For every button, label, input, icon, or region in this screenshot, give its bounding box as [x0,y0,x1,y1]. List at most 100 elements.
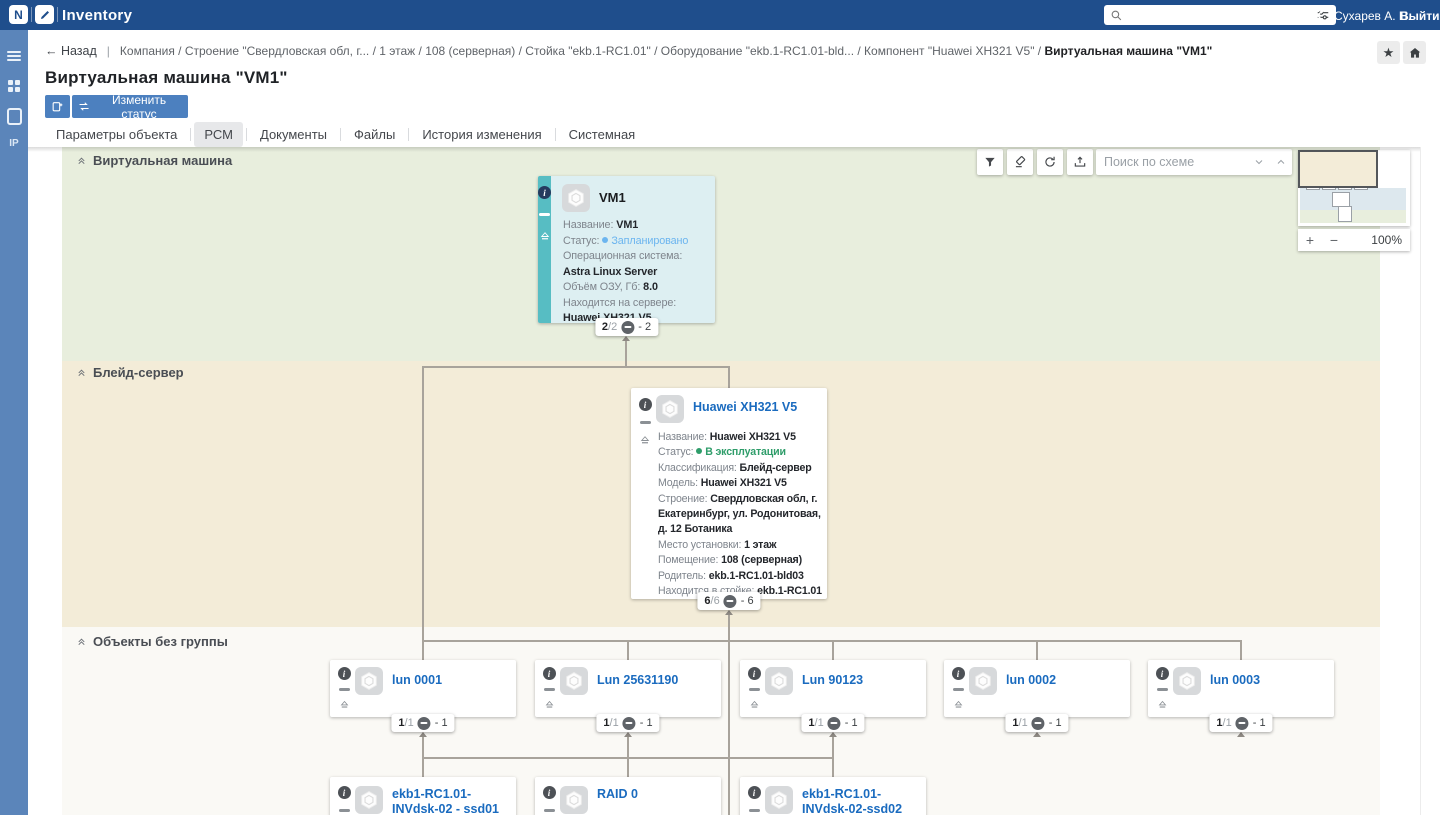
node-card-lun[interactable]: i lun 0001 1/1 - 1 [330,660,516,732]
node-counter-badge[interactable]: 1/1 - 1 [391,714,455,732]
collapse-dash-icon[interactable] [543,688,555,691]
collapse-dash-icon[interactable] [539,213,550,216]
tab-documents[interactable]: Документы [250,122,337,147]
add-copy-button[interactable] [45,95,70,118]
collapse-group-icon[interactable] [76,367,87,378]
node-card-disk[interactable]: i RAID 0 [535,777,721,815]
node-card-lun[interactable]: i lun 0003 1/1 - 1 [1148,660,1334,732]
global-search[interactable] [1104,5,1336,25]
info-icon[interactable]: i [1155,667,1169,680]
info-icon[interactable]: i [638,398,652,411]
zoom-out-button[interactable]: − [1329,232,1339,248]
node-counter-badge[interactable]: 1/1 - 1 [1209,714,1273,732]
node-title[interactable]: Lun 90123 [802,673,864,687]
pencil-logo-icon[interactable] [35,5,54,24]
eject-icon[interactable] [953,699,964,710]
minimap-viewport[interactable] [1298,150,1378,188]
node-counter-badge[interactable]: 1/1 - 1 [596,714,660,732]
zoom-in-button[interactable]: + [1305,232,1315,248]
minimap[interactable] [1298,150,1410,226]
tab-change-history[interactable]: История изменения [412,122,551,147]
breadcrumb-path[interactable]: Компания / Строение "Свердловская обл, г… [119,44,1045,58]
home-button[interactable] [1403,41,1426,64]
search-next-button[interactable] [1248,151,1270,173]
node-title[interactable]: lun 0002 [1006,673,1057,687]
collapse-group-icon[interactable] [76,155,87,166]
eject-icon[interactable] [544,699,555,710]
eject-icon[interactable] [639,434,651,446]
info-icon[interactable]: i [951,667,965,680]
ip-button[interactable]: IP [0,131,28,155]
logout-button[interactable]: Выйти [1394,8,1440,24]
search-prev-button[interactable] [1270,151,1292,173]
collapse-children-icon[interactable] [621,320,635,334]
collapse-children-icon[interactable] [827,716,841,730]
node-title[interactable]: RAID 0 [597,787,638,801]
collapse-children-icon[interactable] [622,716,636,730]
node-card-disk[interactable]: i ekb1-RC1.01-INVdsk-02-ssd02 [740,777,926,815]
node-card-vm1[interactable]: i VM1 Название: VM1 Статус: Запланирован… [538,176,715,336]
node-title[interactable]: Lun 25631190 [597,673,679,687]
node-title[interactable]: ekb1-RC1.01-INVdsk-02 - ssd01 [392,787,499,815]
collapse-dash-icon[interactable] [543,809,555,812]
info-icon[interactable]: i [337,667,351,680]
collapse-children-icon[interactable] [1235,716,1249,730]
node-title[interactable]: VM1 [599,190,626,205]
eject-icon[interactable] [339,699,350,710]
info-icon[interactable]: i [337,786,351,799]
collapse-dash-icon[interactable] [338,809,350,812]
diagram-search-input[interactable] [1096,155,1248,169]
node-card-huawei-server[interactable]: i Huawei XH321 V5 Название: Huawei XH321… [631,388,827,610]
collapse-dash-icon[interactable] [1156,688,1168,691]
rsm-diagram-canvas[interactable]: Виртуальная машина Блейд-сервер Объекты … [28,147,1421,815]
node-counter-badge[interactable]: 6/6 - 6 [697,592,761,610]
tab-rsm[interactable]: РСМ [194,122,243,147]
node-card-lun[interactable]: i lun 0002 1/1 - 1 [944,660,1130,732]
node-title[interactable]: Huawei XH321 V5 [693,400,798,414]
back-link[interactable]: ← Назад [45,44,97,58]
info-icon[interactable]: i [747,786,761,799]
app-logo[interactable]: N [9,5,28,24]
tab-files[interactable]: Файлы [344,122,405,147]
eject-icon[interactable] [749,699,760,710]
favorite-button[interactable]: ★ [1377,41,1400,64]
collapse-dash-icon[interactable] [748,809,760,812]
tab-system[interactable]: Системная [559,122,646,147]
export-button[interactable] [1067,149,1093,175]
collapse-group-icon[interactable] [76,636,87,647]
node-counter-badge[interactable]: 2/2 - 2 [594,318,659,336]
hide-eye-off-button[interactable] [1284,7,1302,23]
node-card-lun[interactable]: i Lun 25631190 1/1 - 1 [535,660,721,732]
collapse-dash-icon[interactable] [639,421,651,424]
eject-icon[interactable] [1157,699,1168,710]
eraser-button[interactable] [1007,149,1033,175]
collapse-children-icon[interactable] [723,594,737,608]
refresh-button[interactable] [1037,149,1063,175]
device-button[interactable] [0,104,28,128]
info-icon[interactable]: i [747,667,761,680]
node-card-disk[interactable]: i ekb1-RC1.01-INVdsk-02 - ssd01 [330,777,516,815]
node-counter-badge[interactable]: 1/1 - 1 [1005,714,1069,732]
eject-icon[interactable] [539,230,551,242]
node-title[interactable]: lun 0001 [392,673,443,687]
collapse-children-icon[interactable] [417,716,431,730]
collapse-children-icon[interactable] [1031,716,1045,730]
admin-tools-button[interactable] [1308,7,1326,23]
filter-button[interactable] [977,149,1003,175]
info-icon[interactable]: i [542,786,556,799]
node-counter-badge[interactable]: 1/1 - 1 [801,714,865,732]
node-card-lun[interactable]: i Lun 90123 1/1 - 1 [740,660,926,732]
menu-button[interactable] [0,44,28,68]
tab-object-params[interactable]: Параметры объекта [46,122,187,147]
global-search-input[interactable] [1128,7,1311,23]
node-title[interactable]: ekb1-RC1.01-INVdsk-02-ssd02 [802,787,903,815]
collapse-dash-icon[interactable] [338,688,350,691]
info-icon[interactable]: i [542,667,556,680]
apps-grid-button[interactable] [0,74,28,98]
collapse-dash-icon[interactable] [748,688,760,691]
collapse-dash-icon[interactable] [952,688,964,691]
info-icon[interactable]: i [538,186,551,199]
change-status-button[interactable]: Изменить статус [72,93,188,121]
diagram-search[interactable] [1096,149,1292,175]
node-title[interactable]: lun 0003 [1210,673,1261,687]
